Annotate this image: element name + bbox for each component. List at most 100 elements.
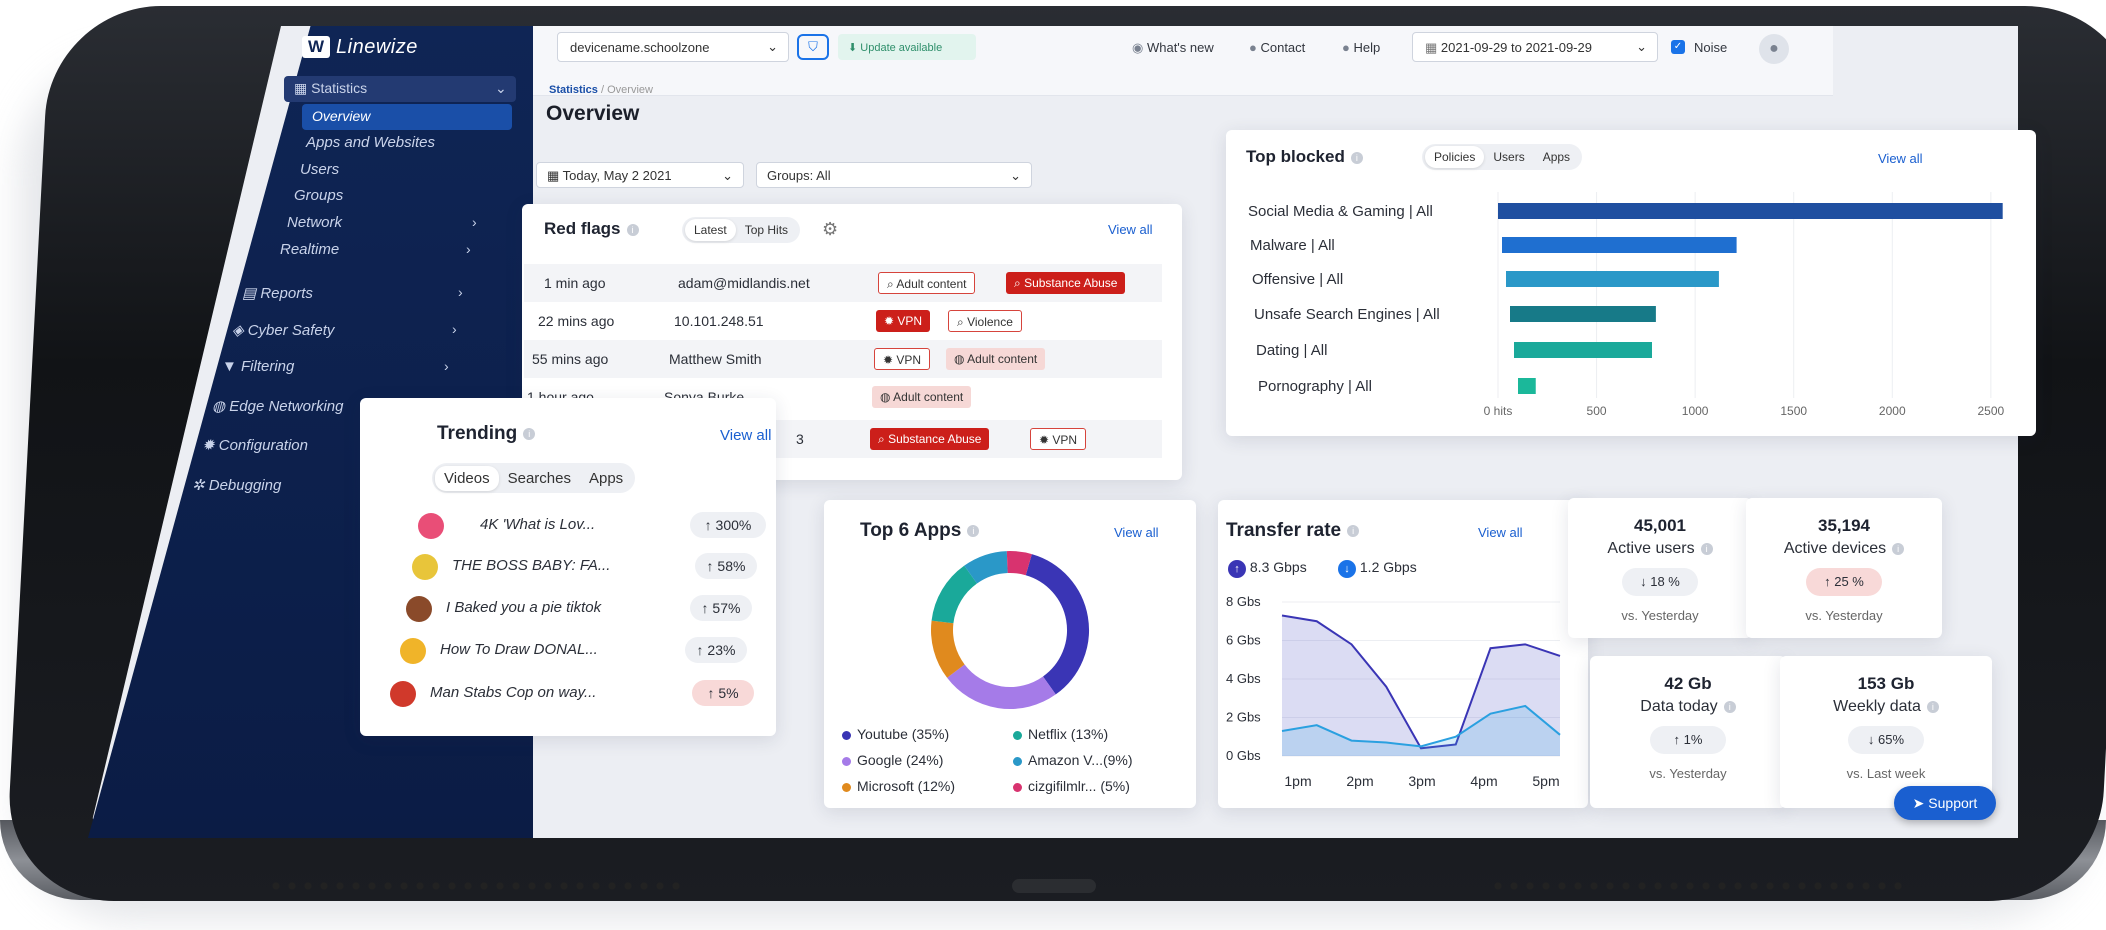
donut-slice[interactable] <box>964 551 1009 584</box>
help-icon: ● <box>1342 40 1354 55</box>
bar[interactable] <box>1506 271 1719 287</box>
tab-apps[interactable]: Apps <box>1542 150 1571 164</box>
sidebar-item-users[interactable]: Users <box>300 161 340 178</box>
sidebar-item-configuration[interactable]: ✹ Configuration <box>202 437 308 454</box>
bar[interactable] <box>1510 306 1656 322</box>
brand-name[interactable]: Linewize <box>336 36 418 58</box>
table-row[interactable]: 22 mins ago 10.101.248.51 ✹ VPN ⌕ Violen… <box>524 302 1162 340</box>
date-filter[interactable]: ▦ Today, May 2 2021 ⌄ <box>536 162 744 188</box>
tab-videos[interactable]: Videos <box>435 465 499 491</box>
trending-item-title[interactable]: I Baked you a pie tiktok <box>446 599 602 616</box>
stat-comparison: vs. Yesterday <box>1805 608 1883 623</box>
bar[interactable] <box>1498 203 2003 219</box>
arrow-down-icon: ↓ <box>1338 560 1356 578</box>
trending-item-title[interactable]: Man Stabs Cop on way... <box>430 684 597 701</box>
sidebar-item-cyber-safety[interactable]: ◈ Cyber Safety <box>232 322 335 339</box>
donut-slice[interactable] <box>931 565 978 624</box>
tab-latest[interactable]: Latest <box>685 219 736 241</box>
update-available-badge[interactable]: ⬇ Update available <box>838 34 976 60</box>
device-select[interactable]: devicename.schoolzone ⌄ <box>557 32 789 62</box>
top-blocked-view-all[interactable]: View all <box>1878 151 1923 166</box>
flag-tag-vpn[interactable]: ✹ VPN <box>876 310 931 332</box>
trending-item-title[interactable]: 4K 'What is Lov... <box>480 516 596 533</box>
bar[interactable] <box>1502 237 1737 253</box>
sidebar-item-groups[interactable]: Groups <box>294 187 344 204</box>
support-button[interactable]: ➤ Support <box>1894 786 1996 820</box>
chevron-right-icon[interactable]: › <box>444 358 449 374</box>
tab-apps[interactable]: Apps <box>588 469 624 487</box>
arrow-up-icon: ↑ <box>1228 560 1246 578</box>
transfer-rate-view-all[interactable]: View all <box>1478 525 1523 540</box>
download-icon: ⬇ <box>848 42 861 54</box>
chevron-right-icon[interactable]: › <box>452 321 457 337</box>
sidebar-item-realtime[interactable]: Realtime <box>280 241 340 258</box>
trending-title: Trending i <box>437 423 536 445</box>
page-title: Overview <box>546 102 640 125</box>
sidebar-item-apps-websites[interactable]: Apps and Websites <box>306 134 435 151</box>
info-icon: i <box>1350 151 1363 164</box>
y-tick-label: 4 Gbs <box>1226 671 1261 686</box>
flag-tag-adult-content[interactable]: ◍ Adult content <box>872 386 972 408</box>
groups-filter[interactable]: Groups: All ⌄ <box>756 162 1032 188</box>
search-icon: ⌕ <box>878 432 889 446</box>
flag-tag-adult-content[interactable]: ◍ Adult content <box>946 348 1046 370</box>
donut-slice[interactable] <box>947 664 1056 709</box>
bar[interactable] <box>1514 342 1652 358</box>
tab-top-hits[interactable]: Top Hits <box>744 223 789 237</box>
sidebar-item-reports[interactable]: ▤ Reports <box>242 285 313 302</box>
tab-searches[interactable]: Searches <box>507 469 571 487</box>
chat-icon: ● <box>1249 40 1261 55</box>
stat-comparison: vs. Last week <box>1846 766 1926 781</box>
stat-value: 153 Gb <box>1857 674 1915 693</box>
nav-active-highlight <box>302 104 512 130</box>
top-apps-view-all[interactable]: View all <box>1114 525 1159 540</box>
tab-users[interactable]: Users <box>1493 150 1525 164</box>
red-flags-tabs: Latest Top Hits <box>682 217 801 243</box>
chevron-down-icon[interactable]: ⌄ <box>495 80 507 96</box>
date-range-picker[interactable]: ▦ 2021-09-29 to 2021-09-29 ⌄ <box>1412 32 1658 62</box>
noise-checkbox[interactable]: ✓ <box>1671 40 1685 54</box>
chevron-right-icon[interactable]: › <box>458 284 463 300</box>
trending-change-pill: ↑ 300% <box>690 512 766 538</box>
tab-policies[interactable]: Policies <box>1425 146 1485 168</box>
contact-link[interactable]: ● Contact <box>1249 40 1306 55</box>
trending-item-title[interactable]: How To Draw DONAL... <box>440 641 598 658</box>
bar[interactable] <box>1518 378 1536 394</box>
series-line[interactable] <box>1281 614 1561 750</box>
send-icon: ➤ <box>1912 795 1929 811</box>
trending-view-all[interactable]: View all <box>720 427 772 444</box>
red-flags-view-all[interactable]: View all <box>1108 222 1153 237</box>
download-rate: ↓ 1.2 Gbps <box>1338 559 1417 578</box>
trending-change-pill: ↑ 23% <box>685 637 747 663</box>
info-icon: i <box>1926 700 1939 713</box>
flag-tag-substance-abuse[interactable]: ⌕ Substance Abuse <box>1006 272 1126 294</box>
sidebar-item-overview[interactable]: Overview <box>312 108 371 124</box>
whats-new-link[interactable]: ◉ What's new <box>1132 40 1214 55</box>
sidebar-item-filtering[interactable]: ▼ Filtering <box>222 358 295 375</box>
donut-slice[interactable] <box>1006 551 1032 576</box>
chevron-right-icon[interactable]: › <box>472 214 477 230</box>
donut-slice[interactable] <box>1025 554 1089 695</box>
sidebar-item-edge-networking[interactable]: ◍ Edge Networking <box>212 398 344 415</box>
sidebar-item-network[interactable]: Network <box>287 214 343 231</box>
sidebar-item-debugging[interactable]: ✲ Debugging <box>192 477 282 494</box>
table-row[interactable]: 55 mins ago Matthew Smith ✹ VPN ◍ Adult … <box>524 340 1162 378</box>
donut-slice[interactable] <box>931 620 965 678</box>
settings-gear-icon[interactable]: ⚙ <box>822 219 839 239</box>
flag-tag-substance-abuse[interactable]: ⌕ Substance Abuse <box>870 428 990 450</box>
info-icon: i <box>626 223 639 236</box>
flag-tag-vpn[interactable]: ✹ VPN <box>1030 428 1087 450</box>
row-user: 10.101.248.51 <box>674 313 764 329</box>
table-row[interactable]: 1 min ago adam@midlandis.net ⌕ Adult con… <box>524 264 1162 302</box>
shield-button[interactable]: ⛉ <box>797 34 829 60</box>
flag-tag-violence[interactable]: ⌕ Violence <box>948 310 1022 332</box>
help-link[interactable]: ● Help <box>1342 40 1381 55</box>
flag-tag-vpn[interactable]: ✹ VPN <box>874 348 931 370</box>
trending-item-title[interactable]: THE BOSS BABY: FA... <box>452 557 611 574</box>
avatar[interactable]: ● <box>1759 34 1789 64</box>
breadcrumb-statistics[interactable]: Statistics <box>549 84 598 96</box>
sidebar-item-statistics[interactable]: ▦ Statistics <box>294 80 368 96</box>
series-line[interactable] <box>1281 704 1561 748</box>
flag-tag-adult-content[interactable]: ⌕ Adult content <box>878 272 976 294</box>
chevron-right-icon[interactable]: › <box>466 241 471 257</box>
